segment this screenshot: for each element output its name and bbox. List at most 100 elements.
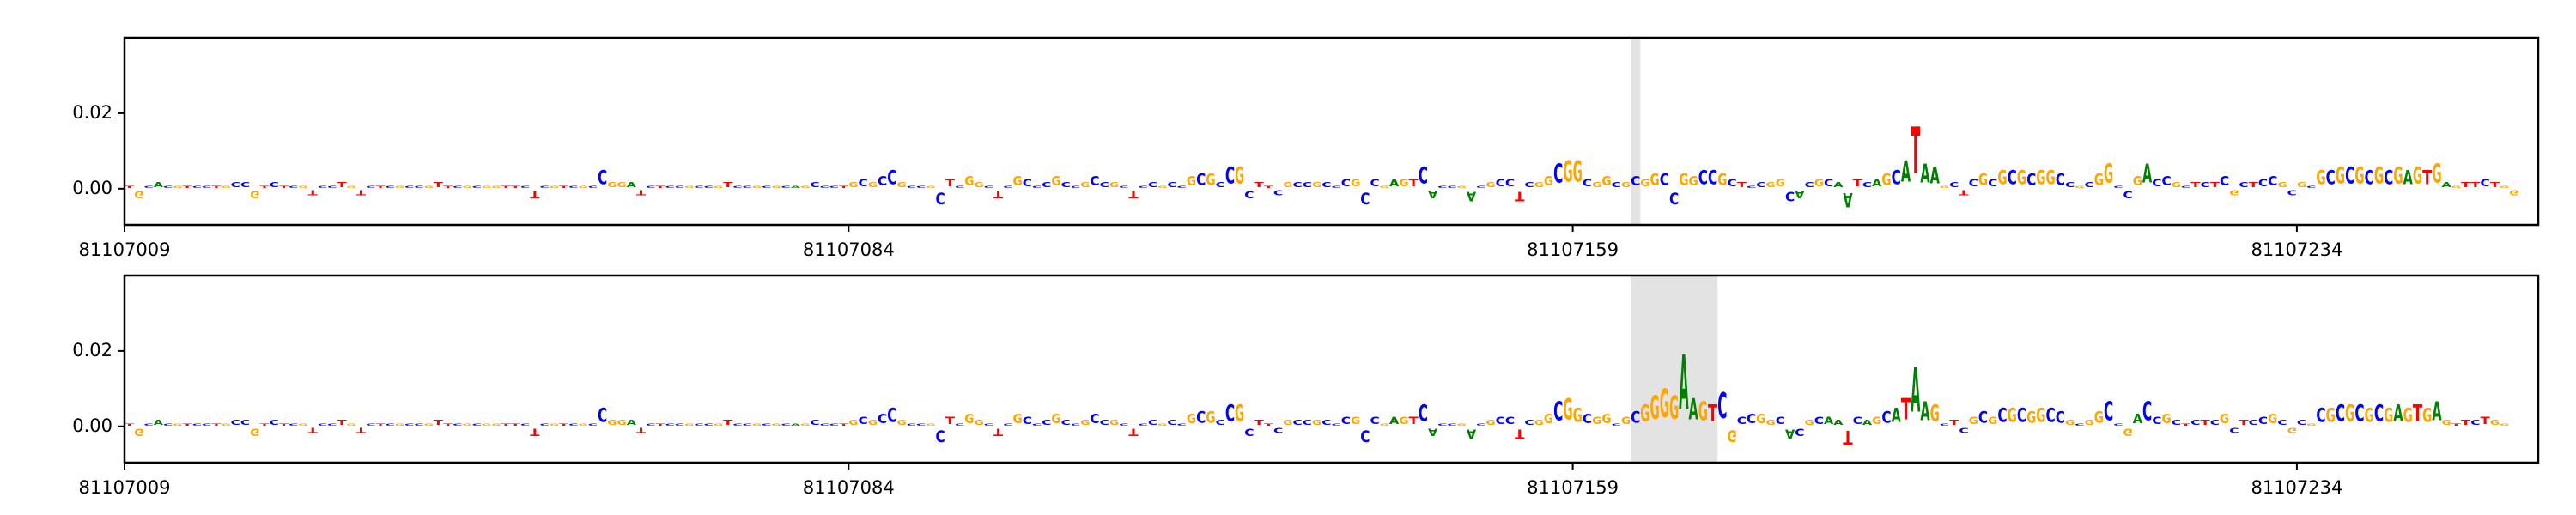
base-letter: G xyxy=(491,423,501,427)
base-letter: C xyxy=(1419,163,1428,190)
base-letter: C xyxy=(1148,419,1157,427)
base-letter: C xyxy=(878,411,887,427)
base-letter: C xyxy=(646,185,655,189)
base-letter: C xyxy=(1553,397,1563,427)
base-letter: G xyxy=(848,181,858,189)
base-letter: C xyxy=(2374,401,2384,427)
base-letter: G xyxy=(1679,170,1688,189)
base-letter: A xyxy=(2442,181,2451,189)
base-letter: G xyxy=(2442,419,2451,427)
base-letter: G xyxy=(897,181,907,189)
base-letter: T xyxy=(501,422,512,426)
base-letter: C xyxy=(2065,181,2075,189)
base-letter: G xyxy=(2104,158,2113,189)
base-letter: G xyxy=(2133,175,2142,190)
base-letter: G xyxy=(482,185,491,189)
base-letter: G xyxy=(1283,419,1292,427)
base-letter: G xyxy=(1109,419,1119,427)
base-letter: G xyxy=(2123,427,2133,438)
base-letter: T xyxy=(308,188,319,196)
base-letter: G xyxy=(1457,423,1467,427)
base-letter: C xyxy=(829,423,839,427)
base-letter: T xyxy=(1264,422,1274,426)
base-letter: C xyxy=(2277,419,2287,427)
base-letter: A xyxy=(1843,188,1852,210)
y-tick-label: 0.02 xyxy=(72,340,112,360)
base-letter: A xyxy=(791,423,801,427)
base-letter: G xyxy=(617,419,626,427)
base-letter: G xyxy=(1235,401,1244,427)
base-letter: C xyxy=(859,416,868,427)
base-letter: C xyxy=(955,423,964,427)
y-tick-label: 0.02 xyxy=(72,102,112,123)
base-letter: T xyxy=(559,422,569,426)
base-letter: C xyxy=(859,179,868,190)
base-letter: C xyxy=(2161,173,2171,189)
base-letter: G xyxy=(1534,419,1544,427)
base-letter: C xyxy=(163,423,173,427)
base-letter: G xyxy=(1157,423,1167,427)
base-letter: G xyxy=(1988,415,1997,426)
base-letter: G xyxy=(1650,389,1660,427)
base-letter: G xyxy=(2094,408,2104,427)
base-letter: G xyxy=(2220,413,2229,427)
base-letter: G xyxy=(2065,419,2075,427)
base-letter: C xyxy=(1370,416,1379,427)
base-letter: A xyxy=(2142,159,2153,190)
base-letter: C xyxy=(1090,173,1099,189)
base-letter: T xyxy=(2210,182,2221,190)
base-letter: C xyxy=(318,185,327,189)
base-letter: C xyxy=(1003,185,1012,189)
base-letter: G xyxy=(1312,181,1321,189)
base-letter: C xyxy=(984,185,993,189)
base-letter: C xyxy=(1978,409,1988,427)
base-letter: C xyxy=(1148,181,1157,189)
base-letter: G xyxy=(1051,413,1060,427)
base-letter: G xyxy=(1728,427,1737,445)
base-letter: G xyxy=(868,419,878,427)
base-letter: C xyxy=(453,423,462,427)
base-letter: T xyxy=(839,422,849,426)
base-letter: A xyxy=(1467,188,1477,203)
base-letter: T xyxy=(211,422,222,426)
base-letter: G xyxy=(1399,177,1408,188)
base-letter: A xyxy=(2432,397,2442,427)
base-letter: G xyxy=(964,175,974,190)
x-tick-label: 81107159 xyxy=(1527,477,1619,498)
base-letter: T xyxy=(443,185,453,188)
base-letter: G xyxy=(424,185,434,189)
base-letter: G xyxy=(868,181,878,189)
base-letter: A xyxy=(1833,419,1843,427)
base-letter: G xyxy=(1756,413,1765,427)
base-letter: G xyxy=(1187,413,1196,427)
base-letter: T xyxy=(2249,182,2259,190)
base-letter: C xyxy=(568,423,578,427)
base-letter: C xyxy=(2384,166,2393,189)
base-letter: C xyxy=(2113,423,2123,427)
base-letter: C xyxy=(1824,179,1833,190)
base-letter: T xyxy=(2461,182,2471,190)
base-letter: C xyxy=(781,185,791,189)
base-letter: A xyxy=(791,185,801,189)
base-letter: G xyxy=(2036,405,2045,427)
base-letter: A xyxy=(1911,356,1920,427)
base-letter: G xyxy=(463,423,472,427)
base-letter: C xyxy=(1341,416,1351,427)
base-letter: C xyxy=(598,166,607,189)
base-letter: C xyxy=(192,185,202,189)
base-letter: T xyxy=(2461,420,2471,427)
base-letter: C xyxy=(1023,416,1032,427)
base-letter: C xyxy=(1853,416,1862,427)
base-letter: C xyxy=(1225,401,1235,427)
base-letter: A xyxy=(1428,188,1437,199)
base-letter: G xyxy=(1881,170,1891,189)
base-letter: T xyxy=(337,420,347,427)
base-letter: C xyxy=(404,185,414,189)
base-letter: C xyxy=(1167,419,1176,427)
base-letter: G xyxy=(2336,163,2345,189)
base-letter: C xyxy=(1708,166,1717,189)
base-letter: C xyxy=(1167,181,1176,189)
base-letter: G xyxy=(848,419,858,427)
base-letter: T xyxy=(434,420,444,427)
base-letter: C xyxy=(665,185,675,189)
